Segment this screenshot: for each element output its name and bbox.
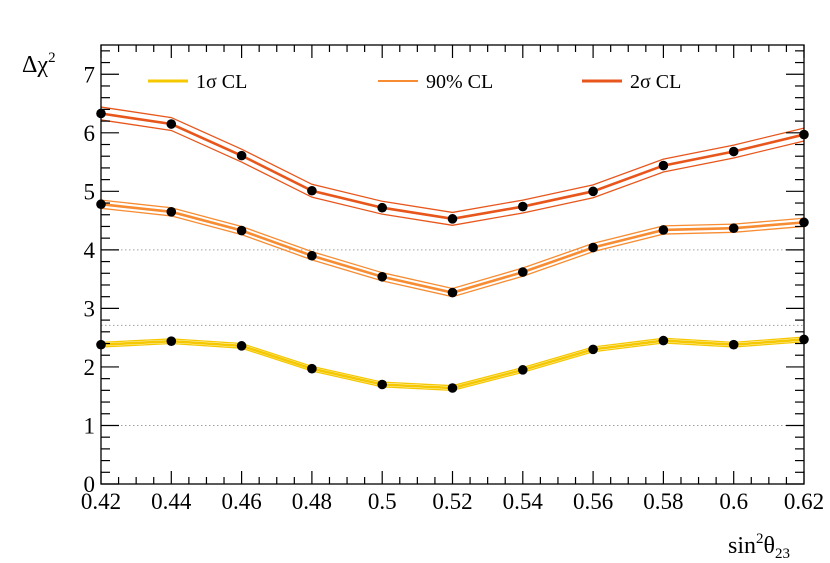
data-point — [728, 339, 739, 350]
data-point — [236, 225, 247, 236]
y-tick-label: 5 — [84, 179, 96, 204]
data-point — [307, 250, 317, 261]
x-tick-label: 0.46 — [221, 489, 261, 514]
data-point — [236, 341, 247, 351]
data-point — [447, 383, 458, 393]
data-point — [447, 214, 458, 224]
axes — [100, 44, 805, 485]
data-point — [658, 225, 669, 235]
legend-label-2: 2σ CL — [630, 71, 681, 93]
data-point — [658, 335, 669, 346]
data-point — [518, 267, 528, 277]
series-line-2 — [100, 112, 805, 221]
data-point — [518, 365, 528, 375]
data-point — [728, 223, 739, 234]
tick-labels: 0.42 0.44 0.46 0.48 0.5 0.52 0.54 0.56 0.58 0.6 0.… — [81, 62, 824, 514]
x-tick-label: 0.6 — [719, 489, 748, 514]
data-point — [447, 287, 458, 298]
data-point — [518, 201, 528, 212]
band-upper-2 — [100, 106, 805, 214]
x-axis-title: sin2θ23 — [728, 531, 790, 562]
data-point — [588, 242, 598, 253]
data-point — [658, 160, 669, 171]
y-tick-label: 3 — [84, 296, 96, 321]
x-tick-label: 0.56 — [573, 489, 613, 514]
reference-lines — [101, 249, 804, 426]
legend: 1σ CL 90% CL 2σ CL — [148, 71, 681, 93]
plot-frame — [100, 44, 805, 485]
band-upper-1 — [100, 199, 805, 290]
data-point — [588, 344, 598, 355]
x-tick-label: 0.58 — [643, 489, 683, 514]
data-point — [307, 185, 317, 196]
y-tick-label: 6 — [84, 121, 96, 146]
y-tick-label: 0 — [84, 472, 96, 497]
y-tick-label: 1 — [84, 413, 96, 438]
data-point — [377, 202, 388, 213]
x-tick-label: 0.62 — [784, 489, 824, 514]
series-bands — [100, 106, 805, 392]
data-point — [166, 336, 177, 346]
series-line-0 — [100, 338, 805, 390]
band-lower-0 — [100, 341, 805, 392]
band-lower-2 — [100, 119, 805, 226]
x-tick-label: 0.54 — [503, 489, 544, 514]
x-tick-label: 0.42 — [81, 489, 121, 514]
series-lines — [100, 112, 805, 390]
x-tick-label: 0.52 — [432, 489, 472, 514]
y-axis-title: Δχ2 — [22, 50, 56, 78]
x-tick-label: 0.48 — [292, 489, 332, 514]
y-tick-label: 7 — [84, 62, 96, 87]
data-point — [166, 119, 177, 129]
data-point — [236, 150, 247, 161]
data-point — [728, 146, 739, 157]
legend-label-1: 90% CL — [426, 71, 493, 93]
data-point — [307, 363, 317, 374]
x-tick-label: 0.44 — [151, 489, 192, 514]
x-tick-label: 0.5 — [368, 489, 397, 514]
data-point — [166, 207, 177, 217]
data-point — [377, 379, 388, 390]
data-point — [588, 186, 598, 197]
y-tick-label: 2 — [84, 355, 96, 380]
data-point — [377, 271, 388, 282]
legend-label-0: 1σ CL — [196, 71, 247, 93]
y-tick-label: 4 — [84, 238, 96, 263]
